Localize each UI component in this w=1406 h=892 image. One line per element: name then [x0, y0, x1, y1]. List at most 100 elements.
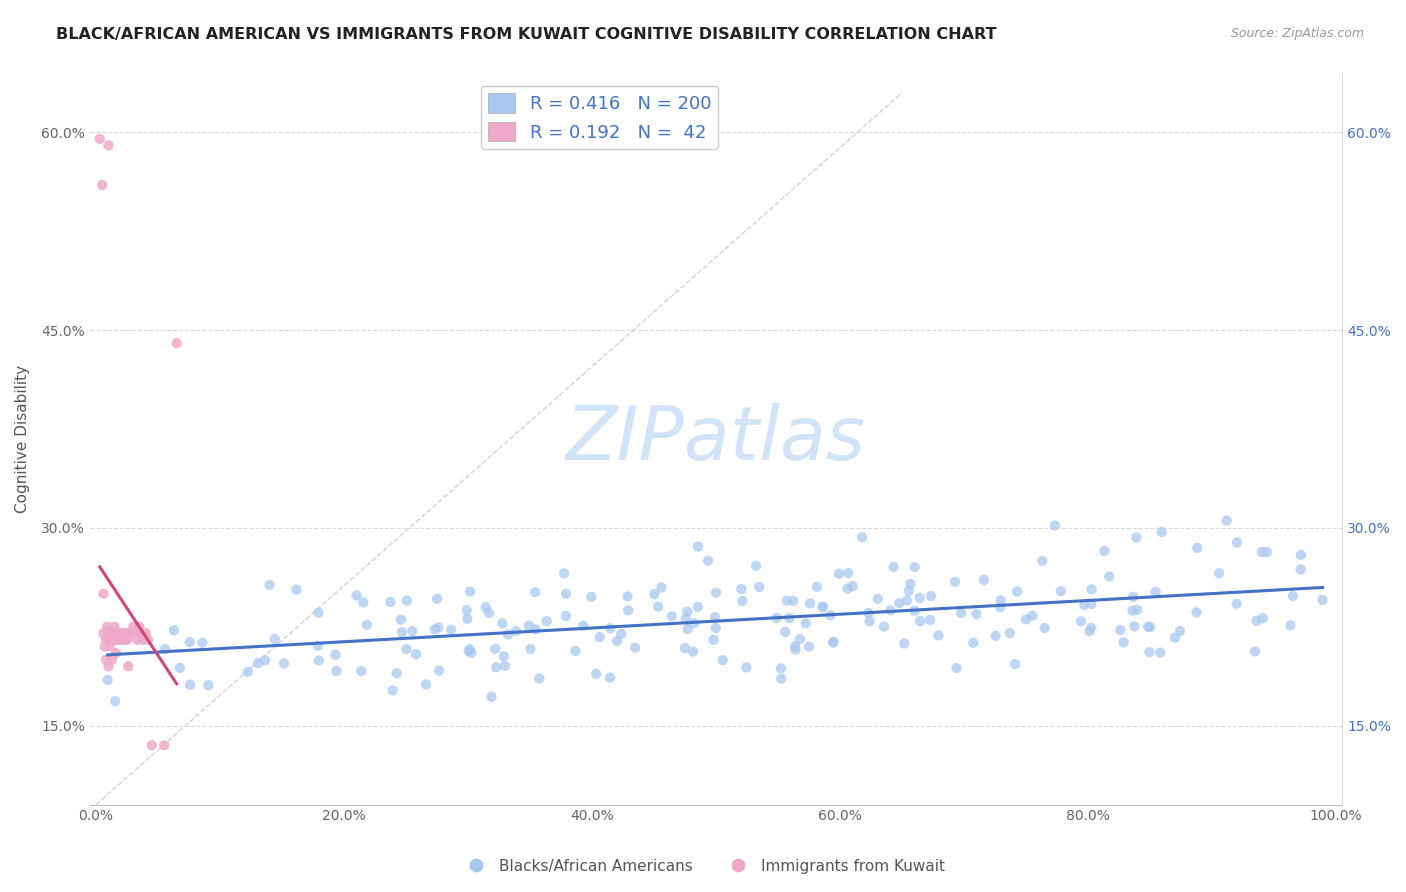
Point [555, 587, 578, 601]
Point [135, 626, 157, 640]
Point [898, 577, 921, 591]
Point [236, 665, 259, 679]
Legend: R = 0.416   N = 200, R = 0.192   N =  42: R = 0.416 N = 200, R = 0.192 N = 42 [481, 86, 718, 149]
Point [179, 678, 201, 692]
Point [263, 632, 285, 646]
Point [851, 530, 873, 544]
Point [704, 610, 727, 624]
Point [492, 649, 515, 664]
Point [1043, 518, 1066, 533]
Point [1187, 541, 1209, 555]
Point [112, 632, 135, 647]
Point [93, 626, 115, 640]
Point [381, 683, 404, 698]
Point [356, 617, 378, 632]
Point [823, 635, 845, 649]
Point [423, 623, 446, 637]
Point [606, 634, 628, 648]
Point [114, 626, 136, 640]
Point [136, 632, 159, 647]
Point [505, 624, 527, 639]
Point [104, 646, 127, 660]
Point [643, 587, 665, 601]
Point [799, 596, 821, 610]
Point [1125, 531, 1147, 545]
Point [1080, 621, 1102, 635]
Point [179, 635, 201, 649]
Point [1244, 644, 1267, 658]
Point [776, 593, 799, 607]
Point [920, 613, 942, 627]
Point [117, 659, 139, 673]
Point [346, 589, 368, 603]
Point [456, 603, 478, 617]
Point [785, 642, 807, 657]
Point [990, 593, 1012, 607]
Point [811, 599, 834, 614]
Point [589, 630, 612, 644]
Point [616, 590, 638, 604]
Point [1109, 623, 1132, 637]
Point [883, 560, 905, 574]
Point [389, 613, 412, 627]
Point [107, 632, 129, 647]
Point [908, 591, 931, 605]
Point [458, 642, 481, 657]
Point [841, 579, 863, 593]
Point [115, 626, 138, 640]
Point [100, 632, 122, 647]
Legend: Blacks/African Americans, Immigrants from Kuwait: Blacks/African Americans, Immigrants fro… [454, 853, 952, 880]
Text: Source: ZipAtlas.com: Source: ZipAtlas.com [1230, 27, 1364, 40]
Point [395, 642, 418, 657]
Point [427, 664, 450, 678]
Point [108, 626, 131, 640]
Point [1004, 657, 1026, 672]
Point [485, 660, 508, 674]
Point [89, 132, 111, 146]
Point [1126, 603, 1149, 617]
Point [647, 599, 669, 614]
Point [474, 600, 496, 615]
Point [517, 618, 540, 632]
Point [1123, 619, 1146, 633]
Point [153, 739, 176, 753]
Point [873, 619, 896, 633]
Point [97, 624, 120, 638]
Point [704, 621, 727, 635]
Point [1289, 562, 1312, 576]
Point [385, 666, 408, 681]
Point [1080, 597, 1102, 611]
Point [129, 626, 152, 640]
Point [920, 589, 942, 603]
Point [904, 560, 927, 574]
Point [247, 656, 270, 670]
Point [731, 594, 754, 608]
Point [581, 590, 603, 604]
Point [828, 566, 851, 581]
Point [325, 664, 347, 678]
Point [307, 606, 329, 620]
Point [1137, 645, 1160, 659]
Point [697, 554, 720, 568]
Point [529, 672, 551, 686]
Point [1122, 603, 1144, 617]
Point [650, 581, 672, 595]
Point [1250, 545, 1272, 559]
Point [395, 593, 418, 607]
Point [128, 620, 150, 634]
Point [1139, 620, 1161, 634]
Point [460, 646, 482, 660]
Point [704, 586, 727, 600]
Point [858, 606, 880, 620]
Point [456, 612, 478, 626]
Point [1122, 590, 1144, 604]
Point [1092, 544, 1115, 558]
Point [494, 659, 516, 673]
Point [785, 640, 807, 654]
Point [401, 624, 423, 639]
Point [893, 636, 915, 650]
Point [945, 661, 967, 675]
Point [1256, 545, 1278, 559]
Point [1226, 535, 1249, 549]
Point [984, 629, 1007, 643]
